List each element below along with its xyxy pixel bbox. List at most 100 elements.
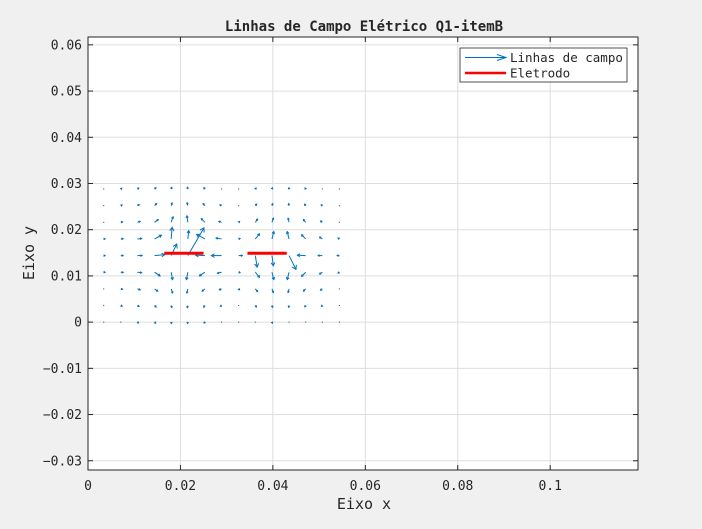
field-vector	[103, 270, 107, 274]
field-vector	[137, 203, 141, 207]
field-vector	[254, 321, 256, 323]
field-vector	[154, 218, 160, 223]
field-vector	[120, 304, 123, 307]
x-tick-label: 0.06	[350, 479, 381, 494]
field-vector	[338, 288, 341, 290]
field-vector	[120, 287, 124, 291]
field-vector	[154, 288, 159, 292]
field-vector	[120, 321, 122, 323]
field-vector	[300, 271, 307, 278]
field-vector	[319, 220, 323, 223]
field-vector	[120, 237, 125, 241]
field-vector	[270, 305, 274, 309]
field-vector	[120, 271, 125, 274]
legend-box	[459, 47, 628, 83]
field-vector	[154, 202, 158, 207]
field-vector	[217, 220, 222, 224]
field-vector	[103, 254, 107, 257]
field-vector	[285, 230, 290, 240]
field-vector	[271, 230, 276, 240]
field-vector	[338, 221, 341, 223]
field-vector	[103, 304, 105, 307]
field-vector	[321, 188, 323, 190]
y-tick-label: −0.02	[43, 408, 82, 423]
field-vector	[238, 188, 240, 190]
field-vector	[185, 214, 189, 223]
y-axis-label: Eixo y	[20, 226, 38, 280]
field-vector	[318, 236, 323, 240]
field-vector	[137, 271, 143, 274]
field-vector	[287, 217, 290, 223]
field-vector	[216, 271, 222, 275]
field-vector	[287, 305, 291, 309]
y-tick-label: 0.03	[51, 177, 82, 192]
y-tick-label: −0.03	[43, 454, 82, 469]
legend-arrow-icon	[465, 54, 508, 61]
field-vector	[170, 272, 174, 281]
field-vector	[254, 187, 257, 190]
field-vector	[238, 237, 241, 241]
field-vector	[210, 253, 222, 258]
field-vector	[103, 321, 105, 323]
y-tick-label: 0.04	[51, 131, 82, 146]
field-vector	[186, 229, 191, 239]
field-vector	[238, 304, 240, 307]
field-vector	[303, 203, 307, 206]
field-vector	[337, 271, 340, 274]
field-vector	[154, 305, 157, 308]
field-vector	[287, 202, 291, 206]
field-vector	[320, 304, 324, 307]
field-vector	[170, 305, 173, 309]
field-vector	[338, 205, 341, 207]
field-vector	[287, 186, 291, 190]
field-vector	[254, 203, 258, 206]
field-vector	[170, 288, 174, 294]
field-vector	[103, 237, 107, 241]
field-vector	[185, 288, 189, 294]
field-vector	[271, 272, 276, 281]
field-vector	[304, 305, 307, 308]
field-vector	[120, 187, 123, 191]
field-vector	[237, 220, 241, 224]
field-vector	[270, 255, 276, 267]
field-vector	[271, 202, 274, 206]
field-vector	[254, 255, 260, 269]
legend-label-electrode: Eletrodo	[510, 66, 570, 81]
field-vector	[254, 271, 261, 279]
field-vector	[338, 321, 341, 323]
field-vector	[220, 188, 223, 190]
legend-label-field-lines: Linhas de campo	[510, 50, 623, 65]
field-vector	[137, 304, 140, 308]
field-vector	[271, 288, 275, 294]
y-tick-label: 0.01	[51, 269, 82, 284]
field-vector	[220, 321, 223, 323]
y-tick-label: −0.01	[43, 362, 82, 377]
field-vector	[120, 204, 123, 207]
field-vector	[137, 288, 142, 291]
field-vector	[288, 255, 297, 271]
field-vector	[169, 226, 175, 239]
field-vector	[103, 205, 105, 207]
field-vector	[270, 321, 274, 325]
field-vector	[202, 305, 206, 308]
chart-title: Linhas de Campo Elétrico Q1-itemB	[225, 19, 503, 35]
field-vector	[238, 271, 241, 274]
field-vector	[153, 321, 157, 324]
field-vector	[187, 227, 205, 256]
x-tick-label: 0.08	[442, 479, 473, 494]
field-vector	[304, 187, 307, 190]
field-vector	[338, 188, 341, 190]
y-tick-label: 0.02	[51, 223, 82, 238]
field-vector	[302, 288, 307, 292]
field-vector	[136, 187, 140, 190]
x-tick-label: 0.1	[538, 479, 561, 494]
field-vector	[287, 288, 290, 294]
field-vector	[238, 254, 244, 257]
field-vector	[305, 321, 307, 323]
field-vector	[254, 233, 261, 240]
x-tick-label: 0	[84, 479, 92, 494]
field-vector	[103, 221, 105, 223]
field-vector	[319, 288, 323, 291]
field-vector	[336, 254, 340, 257]
